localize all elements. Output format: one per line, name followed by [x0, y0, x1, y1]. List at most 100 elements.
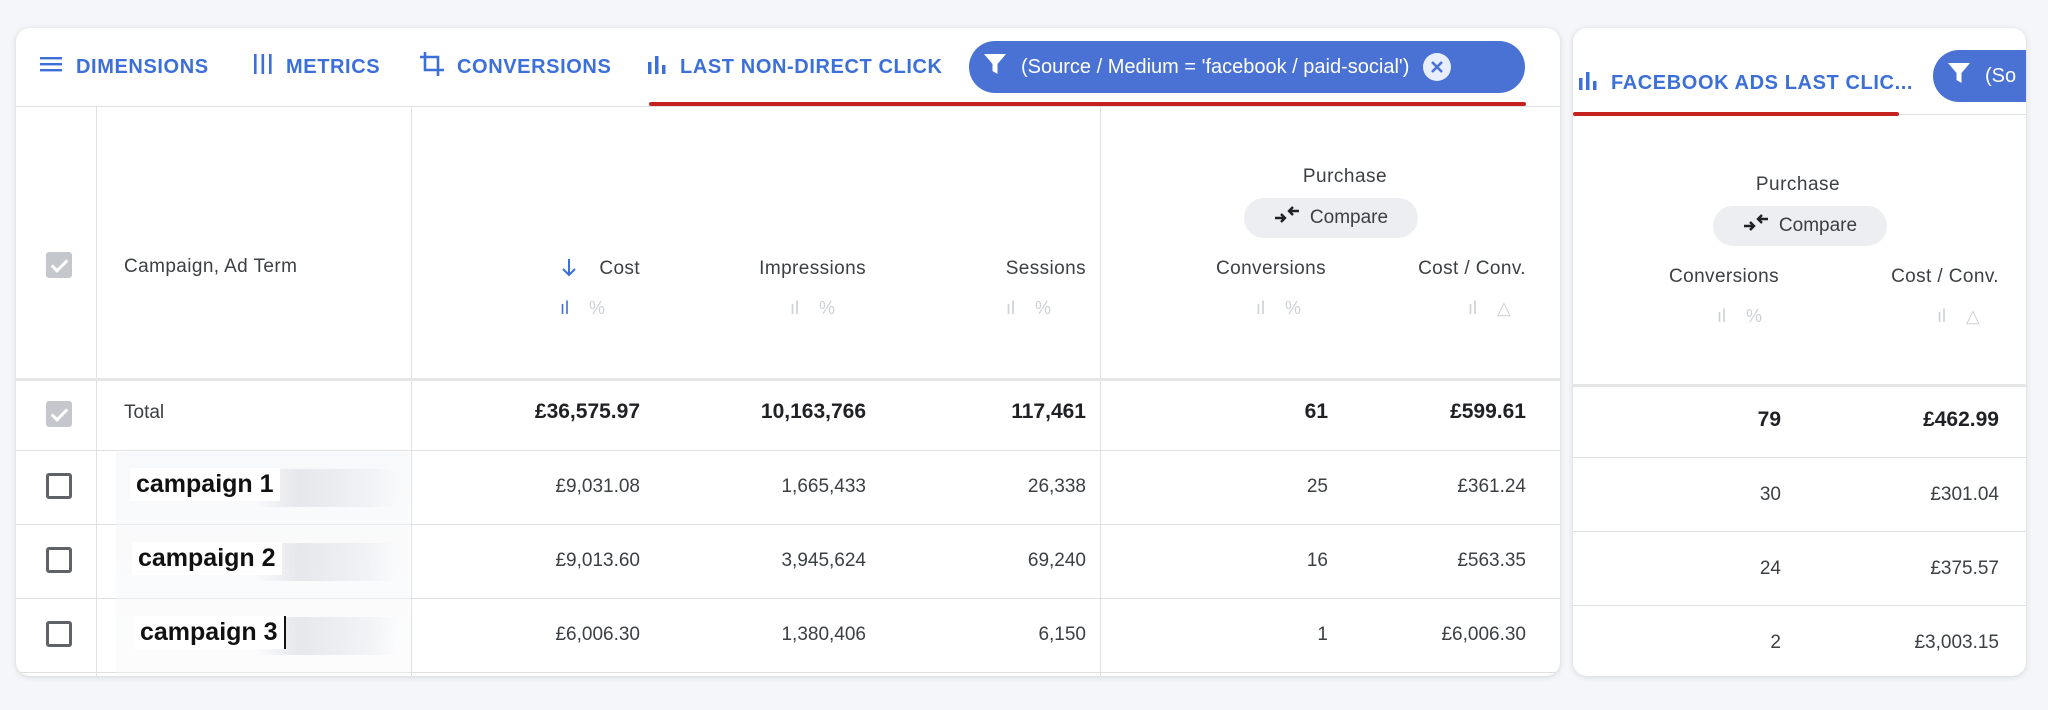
report-panel-primary: DIMENSIONS METRICS CONVERSIONS LAST NON-… [16, 28, 1560, 676]
percent-icon[interactable]: % [1285, 298, 1302, 318]
report-panel-secondary: FACEBOOK ADS LAST CLIC... (So Purchase C… [1573, 28, 2026, 676]
conversions-cell: 2 [1770, 632, 1781, 653]
sessions-cell: 69,240 [1027, 550, 1086, 571]
sessions-cell: 26,338 [1027, 476, 1086, 497]
report-table: Purchase Compare Conversions Cost / Conv… [1573, 114, 2026, 676]
conversions-column-options[interactable]: ıl % [1256, 298, 1301, 319]
impressions-cell: 1,380,406 [781, 624, 866, 645]
active-tab-underline [649, 102, 1526, 106]
cost-per-conversion-column-options[interactable]: ıl △ [1937, 306, 1980, 327]
filter-icon [1947, 61, 1971, 91]
bar-chart-icon[interactable]: ıl [1937, 306, 1946, 326]
percent-icon[interactable]: % [589, 298, 606, 318]
delta-icon[interactable]: △ [1497, 298, 1511, 318]
percent-icon[interactable]: % [1035, 298, 1052, 318]
cost-per-conversion-cell: £6,006.30 [1441, 624, 1526, 645]
conversions-cell: 24 [1759, 558, 1781, 579]
arrow-down-icon [561, 258, 577, 284]
column-header-sessions[interactable]: Sessions [1005, 258, 1086, 279]
total-conversions: 79 [1757, 408, 1781, 431]
column-header-campaign[interactable]: Campaign, Ad Term [124, 256, 298, 277]
conversions-column-options[interactable]: ıl % [1717, 306, 1762, 327]
compare-icon [1274, 205, 1300, 231]
total-sessions: 117,461 [1011, 400, 1086, 423]
impressions-cell: 3,945,624 [781, 550, 866, 571]
column-header-cost-per-conversion[interactable]: Cost / Conv. [1418, 258, 1526, 279]
filter-chip[interactable]: (Source / Medium = 'facebook / paid-soci… [969, 41, 1525, 93]
campaign-name[interactable]: campaign 1 [130, 468, 280, 501]
report-table: Campaign, Ad Term Cost Impressions Sessi… [16, 106, 1560, 676]
total-cost: £36,575.97 [534, 400, 640, 423]
cost-per-conversion-cell: £375.57 [1930, 558, 1999, 579]
column-header-cost[interactable]: Cost [516, 258, 640, 284]
bar-chart-icon[interactable]: ıl [790, 298, 799, 318]
conversions-cell: 16 [1306, 550, 1328, 571]
bar-chart-icon[interactable]: ıl [1006, 298, 1015, 318]
percent-icon[interactable]: % [1746, 306, 1763, 326]
percent-icon[interactable]: % [819, 298, 836, 318]
attribution-model-label: LAST NON-DIRECT CLICK [680, 55, 943, 78]
campaign-name[interactable]: campaign 3 [134, 616, 286, 649]
total-impressions: 10,163,766 [760, 400, 866, 423]
total-cost-per-conversion: £462.99 [1923, 408, 1999, 431]
sessions-column-options[interactable]: ıl % [1006, 298, 1051, 319]
row-checkbox[interactable] [46, 547, 72, 573]
cost-per-conversion-cell: £361.24 [1457, 476, 1526, 497]
purchase-group-label: Purchase [1302, 166, 1388, 187]
filter-icon [983, 52, 1007, 82]
compare-icon [1743, 213, 1769, 239]
report-toolbar: FACEBOOK ADS LAST CLIC... (So [1573, 28, 2026, 116]
column-header-conversions[interactable]: Conversions [1668, 266, 1779, 287]
conversions-button[interactable]: CONVERSIONS [419, 48, 611, 86]
select-all-checkbox[interactable] [46, 252, 72, 278]
bar-chart-icon [646, 53, 668, 81]
cost-cell: £9,031.08 [555, 476, 640, 497]
sessions-cell: 6,150 [1038, 624, 1086, 645]
cost-per-conversion-column-options[interactable]: ıl △ [1468, 298, 1511, 319]
attribution-model-button[interactable]: FACEBOOK ADS LAST CLIC... [1577, 64, 1913, 102]
cost-per-conversion-cell: £563.35 [1457, 550, 1526, 571]
filter-chip[interactable]: (So [1933, 50, 2026, 102]
menu-icon [40, 54, 64, 80]
bar-chart-icon[interactable]: ıl [560, 298, 569, 318]
conversions-cell: 30 [1759, 484, 1781, 505]
impressions-cell: 1,665,433 [781, 476, 866, 497]
cost-header-label: Cost [599, 258, 640, 279]
row-checkbox[interactable] [46, 621, 72, 647]
bar-chart-icon[interactable]: ıl [1717, 306, 1726, 326]
column-header-impressions[interactable]: Impressions [759, 258, 866, 279]
filter-chip-label: (Source / Medium = 'facebook / paid-soci… [1021, 55, 1410, 78]
bar-chart-icon [1577, 69, 1599, 97]
dimensions-label: DIMENSIONS [76, 55, 209, 78]
total-conversions: 61 [1304, 400, 1328, 423]
bar-chart-icon[interactable]: ıl [1256, 298, 1265, 318]
delta-icon[interactable]: △ [1966, 306, 1980, 326]
metrics-button[interactable]: METRICS [252, 48, 380, 86]
total-cost-per-conversion: £599.61 [1450, 400, 1526, 423]
report-toolbar: DIMENSIONS METRICS CONVERSIONS LAST NON-… [16, 28, 1560, 107]
compare-button[interactable]: Compare [1244, 198, 1418, 238]
attribution-model-label: FACEBOOK ADS LAST CLIC... [1611, 71, 1914, 94]
cost-per-conversion-cell: £3,003.15 [1914, 632, 1999, 653]
total-row-checkbox[interactable] [46, 401, 72, 427]
column-header-cost-per-conversion[interactable]: Cost / Conv. [1891, 266, 1999, 287]
campaign-name[interactable]: campaign 2 [132, 542, 282, 575]
cost-cell: £9,013.60 [555, 550, 640, 571]
compare-label: Compare [1309, 207, 1389, 228]
dimensions-button[interactable]: DIMENSIONS [40, 48, 209, 86]
conversions-label: CONVERSIONS [457, 55, 612, 78]
cost-column-options[interactable]: ıl % [560, 298, 605, 319]
compare-button[interactable]: Compare [1713, 206, 1887, 246]
conversions-cell: 25 [1306, 476, 1328, 497]
crop-icon [419, 51, 445, 83]
conversions-cell: 1 [1317, 624, 1328, 645]
row-checkbox[interactable] [46, 473, 72, 499]
impressions-column-options[interactable]: ıl % [790, 298, 835, 319]
purchase-group-label: Purchase [1755, 174, 1841, 195]
cost-cell: £6,006.30 [555, 624, 640, 645]
attribution-model-button[interactable]: LAST NON-DIRECT CLICK [646, 48, 943, 86]
column-header-conversions[interactable]: Conversions [1215, 258, 1326, 279]
bar-chart-icon[interactable]: ıl [1468, 298, 1477, 318]
close-icon[interactable] [1423, 53, 1452, 81]
total-label: Total [124, 402, 165, 423]
